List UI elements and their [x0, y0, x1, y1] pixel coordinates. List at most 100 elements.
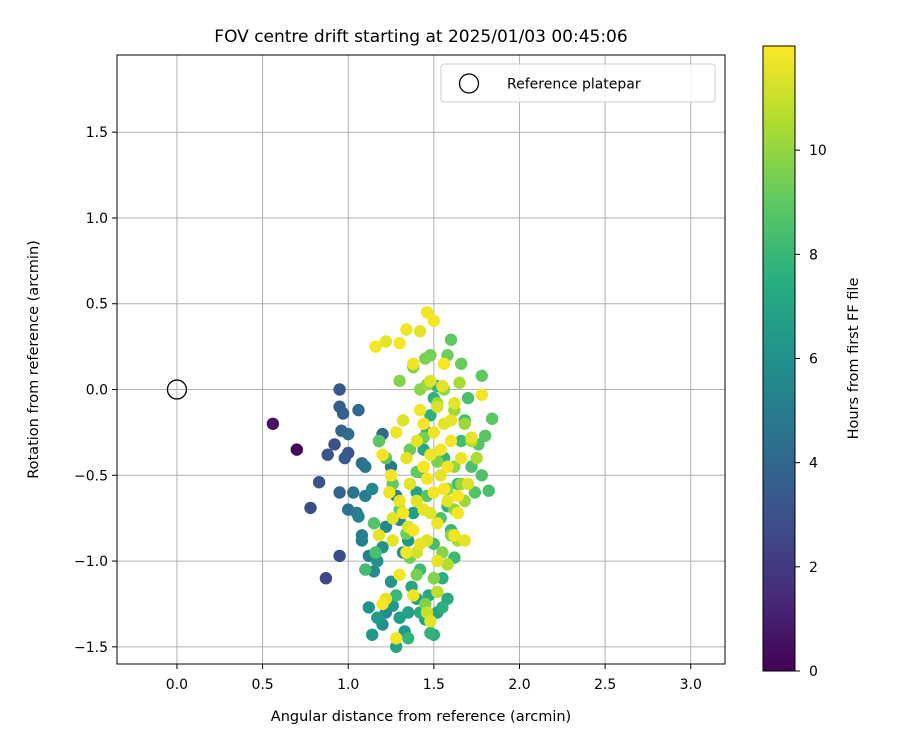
plot-frame	[116, 54, 726, 665]
colorbar: 0 2 4 6 8 10 Hours from first FF file	[762, 45, 862, 680]
data-point	[362, 601, 375, 614]
data-point	[407, 589, 420, 602]
data-point	[400, 323, 413, 336]
data-point	[333, 486, 346, 499]
legend-label: Reference platepar	[507, 77, 641, 93]
colorbar-tick-label: 2	[809, 560, 818, 576]
data-point	[359, 460, 372, 473]
data-point	[328, 438, 341, 451]
data-point	[396, 414, 410, 427]
data-point	[434, 443, 447, 456]
data-point	[371, 611, 384, 624]
data-point	[347, 486, 360, 499]
data-point	[475, 369, 488, 382]
x-tick-label: 1.0	[337, 677, 359, 693]
x-tick-label: 1.5	[423, 677, 445, 693]
data-point	[424, 374, 437, 388]
data-point	[458, 417, 471, 430]
data-point	[451, 506, 464, 520]
data-point	[413, 325, 427, 338]
data-point	[393, 374, 406, 388]
data-point	[410, 494, 423, 508]
data-point	[366, 482, 379, 496]
data-point	[407, 357, 420, 370]
data-point	[431, 585, 444, 599]
data-point	[402, 606, 415, 619]
y-tick-label: 0.5	[86, 297, 108, 313]
data-point	[444, 434, 458, 448]
data-point	[312, 476, 326, 489]
data-point	[384, 575, 398, 588]
data-point	[441, 558, 454, 571]
data-point	[485, 412, 499, 425]
data-point	[431, 517, 444, 530]
data-point	[369, 340, 382, 353]
data-point	[383, 486, 396, 499]
data-point	[419, 352, 432, 365]
x-tick-label: 2.0	[508, 677, 530, 693]
colorbar-ticks: 0 2 4 6 8 10	[795, 143, 827, 680]
data-point	[367, 517, 381, 530]
data-point	[424, 614, 437, 628]
legend-box	[440, 63, 716, 103]
data-point	[413, 537, 427, 551]
data-point	[436, 572, 449, 585]
grid	[117, 55, 725, 664]
data-point	[417, 417, 430, 430]
data-point	[400, 451, 413, 465]
data-point	[437, 357, 451, 370]
data-point	[424, 448, 437, 461]
data-point	[376, 597, 389, 611]
colorbar-tick-label: 0	[809, 664, 818, 680]
data-point	[475, 388, 488, 401]
data-point	[336, 407, 350, 420]
data-point	[427, 314, 440, 328]
data-point	[390, 632, 403, 645]
data-point	[417, 460, 430, 473]
data-point	[372, 434, 386, 448]
y-tick-label: 1.5	[86, 125, 108, 141]
colorbar-tick-label: 10	[809, 143, 827, 159]
y-axis-label: Rotation from reference (arcmin)	[26, 240, 42, 479]
data-point	[431, 554, 444, 568]
y-tick-label: −1.5	[74, 640, 108, 656]
reference-platepar-marker	[166, 379, 188, 400]
data-point	[482, 484, 495, 497]
data-point	[355, 534, 369, 547]
data-point	[424, 626, 437, 640]
x-tick-label: 3.0	[680, 677, 702, 693]
data-point	[479, 429, 492, 442]
data-point	[475, 469, 488, 482]
data-point	[448, 397, 461, 410]
data-point	[393, 337, 406, 350]
data-point	[321, 448, 334, 461]
x-tick-label: 2.5	[594, 677, 616, 693]
data-point	[359, 563, 372, 576]
data-point	[436, 379, 449, 393]
data-point	[390, 640, 403, 653]
data-point	[333, 549, 346, 563]
data-point	[333, 383, 346, 396]
data-point	[470, 451, 483, 465]
data-point	[407, 524, 420, 537]
data-point	[319, 572, 333, 585]
data-point	[396, 506, 410, 520]
data-point	[379, 520, 393, 533]
data-point	[420, 472, 434, 485]
colorbar-tick-label: 8	[809, 247, 818, 263]
data-point	[427, 572, 440, 585]
data-point	[290, 443, 303, 456]
data-point	[390, 426, 403, 439]
data-point	[393, 494, 406, 508]
data-point	[342, 427, 355, 441]
data-point	[379, 335, 393, 348]
data-point	[372, 529, 386, 542]
data-point	[441, 460, 454, 473]
data-point	[266, 417, 280, 430]
data-point	[352, 403, 365, 417]
data-point	[400, 546, 413, 559]
colorbar-label: Hours from first FF file	[846, 278, 862, 440]
data-point	[441, 494, 454, 508]
x-axis-ticks: 0.0 0.5 1.0 1.5 2.0 2.5 3.0	[166, 664, 702, 693]
y-tick-label: −1.0	[74, 554, 108, 570]
